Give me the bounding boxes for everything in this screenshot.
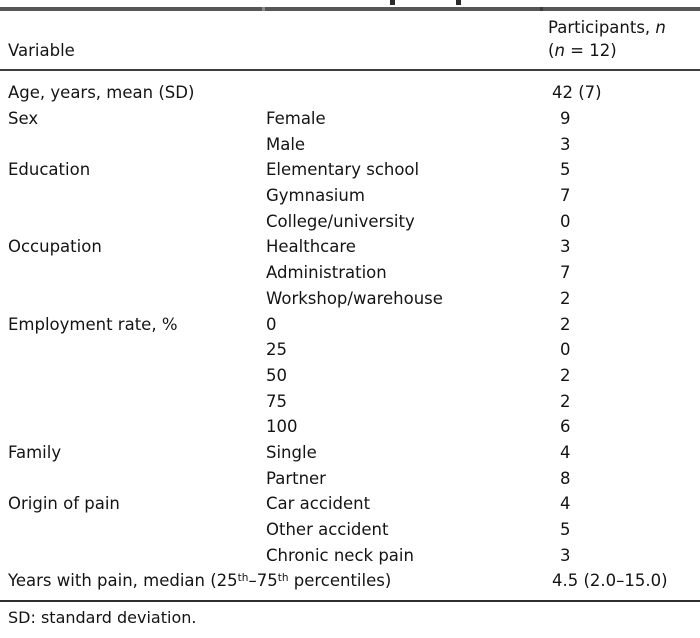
category-cell: Administration bbox=[266, 263, 387, 283]
value-cell: 2 bbox=[560, 365, 571, 385]
value-cell: 6 bbox=[560, 417, 571, 437]
table-row: Chronic neck pain 3 bbox=[0, 542, 700, 568]
rule-seam bbox=[262, 7, 265, 11]
category-cell: Elementary school bbox=[266, 160, 420, 180]
footnote: SD: standard deviation. bbox=[8, 608, 197, 627]
superscript-th: th bbox=[277, 571, 289, 584]
value-cell: 5 bbox=[560, 520, 571, 540]
category-cell: Female bbox=[266, 109, 326, 129]
table-row: 100 6 bbox=[0, 414, 700, 440]
superscript-th: th bbox=[237, 571, 249, 584]
value-cell: 4 bbox=[560, 442, 571, 462]
table-row: 75 2 bbox=[0, 388, 700, 414]
category-cell: Other accident bbox=[266, 520, 389, 540]
cropped-caption-fragment bbox=[456, 0, 461, 5]
value-cell: 4.5 (2.0–15.0) bbox=[552, 571, 668, 591]
variable-cell: Age, years, mean (SD) bbox=[8, 83, 195, 103]
value-cell: 7 bbox=[560, 263, 571, 283]
table-row: Employment rate, % 0 2 bbox=[0, 311, 700, 337]
variable-cell: Years with pain, median (25th–75th perce… bbox=[0, 571, 552, 590]
value-cell: 0 bbox=[560, 340, 571, 360]
category-cell: 0 bbox=[266, 314, 277, 334]
label-text: Years with pain, median (25 bbox=[8, 571, 238, 591]
label-text: –75 bbox=[248, 571, 278, 591]
variable-cell: Family bbox=[8, 442, 62, 462]
category-cell: 75 bbox=[266, 391, 287, 411]
category-cell: Chronic neck pain bbox=[266, 545, 414, 565]
variable-cell: Employment rate, % bbox=[8, 314, 178, 334]
value-cell: 2 bbox=[560, 314, 571, 334]
category-cell: Partner bbox=[266, 468, 326, 488]
value-cell: 9 bbox=[560, 109, 571, 129]
header-text: Participants, bbox=[548, 18, 656, 37]
category-cell: Single bbox=[266, 442, 317, 462]
participants-column-header: Participants, n (n = 12) bbox=[548, 16, 666, 62]
top-rule bbox=[0, 7, 700, 11]
table-row: Male 3 bbox=[0, 131, 700, 157]
italic-n: n bbox=[655, 18, 666, 37]
variable-cell: Origin of pain bbox=[8, 494, 120, 514]
table-row: Gymnasium 7 bbox=[0, 183, 700, 209]
category-cell: 25 bbox=[266, 340, 287, 360]
table-row: Age, years, mean (SD) 42 (7) bbox=[0, 80, 700, 106]
table-body: Age, years, mean (SD) 42 (7) Sex Female … bbox=[0, 80, 700, 594]
table-row: Occupation Healthcare 3 bbox=[0, 234, 700, 260]
value-cell: 4 bbox=[560, 494, 571, 514]
italic-n: n bbox=[554, 41, 565, 60]
value-cell: 42 (7) bbox=[552, 83, 602, 103]
table-row: Workshop/warehouse 2 bbox=[0, 286, 700, 312]
table-row: Family Single 4 bbox=[0, 440, 700, 466]
value-cell: 3 bbox=[560, 134, 571, 154]
table-row: Administration 7 bbox=[0, 260, 700, 286]
category-cell: 100 bbox=[266, 417, 298, 437]
category-cell: College/university bbox=[266, 211, 415, 231]
header-text: ( bbox=[548, 41, 555, 60]
bottom-rule bbox=[0, 600, 700, 602]
table-row: Education Elementary school 5 bbox=[0, 157, 700, 183]
table-row: Other accident 5 bbox=[0, 517, 700, 543]
value-cell: 2 bbox=[560, 288, 571, 308]
table-row: Origin of pain Car accident 4 bbox=[0, 491, 700, 517]
header-divider-rule bbox=[0, 69, 700, 71]
category-cell: Car accident bbox=[266, 494, 371, 514]
variable-cell: Education bbox=[8, 160, 91, 180]
variable-column-header: Variable bbox=[8, 41, 75, 60]
value-cell: 3 bbox=[560, 237, 571, 257]
category-cell: Male bbox=[266, 134, 306, 154]
header-text: = 12) bbox=[564, 41, 617, 60]
variable-cell: Sex bbox=[8, 109, 39, 129]
years-with-pain-row: Years with pain, median (25th–75th perce… bbox=[0, 568, 700, 594]
label-text: percentiles) bbox=[288, 571, 392, 591]
value-cell: 7 bbox=[560, 186, 571, 206]
table-row: Sex Female 9 bbox=[0, 106, 700, 132]
value-cell: 2 bbox=[560, 391, 571, 411]
rule-seam bbox=[540, 7, 543, 11]
table-rows: Age, years, mean (SD) 42 (7) Sex Female … bbox=[0, 80, 700, 568]
category-cell: 50 bbox=[266, 365, 287, 385]
table-row: College/university 0 bbox=[0, 208, 700, 234]
variable-cell: Occupation bbox=[8, 237, 102, 257]
category-cell: Healthcare bbox=[266, 237, 356, 257]
participants-header-line2: (n = 12) bbox=[548, 39, 666, 62]
value-cell: 8 bbox=[560, 468, 571, 488]
value-cell: 5 bbox=[560, 160, 571, 180]
category-cell: Gymnasium bbox=[266, 186, 365, 206]
table-row: Partner 8 bbox=[0, 465, 700, 491]
table-row: 25 0 bbox=[0, 337, 700, 363]
category-cell: Workshop/warehouse bbox=[266, 288, 443, 308]
value-cell: 3 bbox=[560, 545, 571, 565]
participants-header-line1: Participants, n bbox=[548, 16, 666, 39]
cropped-caption-fragment bbox=[390, 0, 395, 5]
value-cell: 0 bbox=[560, 211, 571, 231]
table-row: 50 2 bbox=[0, 363, 700, 389]
